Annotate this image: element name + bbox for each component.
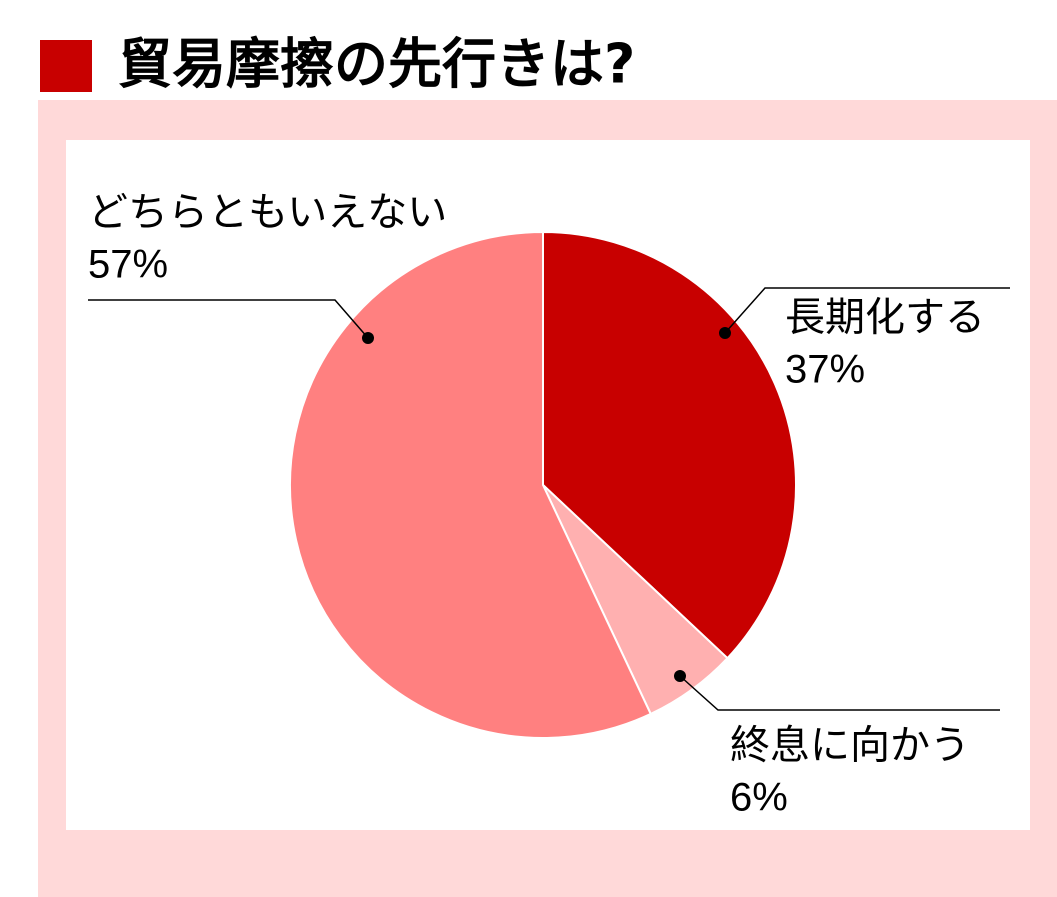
title-marker xyxy=(40,40,92,92)
chart-title: 貿易摩擦の先行きは? xyxy=(118,33,635,96)
pie-slice xyxy=(542,230,797,660)
leader-line xyxy=(724,287,1010,334)
slice-label: 長期化する xyxy=(785,296,985,340)
leader-dot xyxy=(362,332,374,344)
value-label: 57% xyxy=(88,243,168,287)
value-label: 37% xyxy=(785,348,865,392)
leader-line xyxy=(88,299,369,339)
value-label: 6% xyxy=(730,776,788,820)
slice-label: どちらともいえない xyxy=(88,191,447,235)
leader-line xyxy=(679,675,1000,711)
pie-slice xyxy=(289,230,653,739)
slice-label: 終息に向かう xyxy=(730,724,970,768)
leader-dot xyxy=(674,670,686,682)
leader-dot xyxy=(719,327,731,339)
